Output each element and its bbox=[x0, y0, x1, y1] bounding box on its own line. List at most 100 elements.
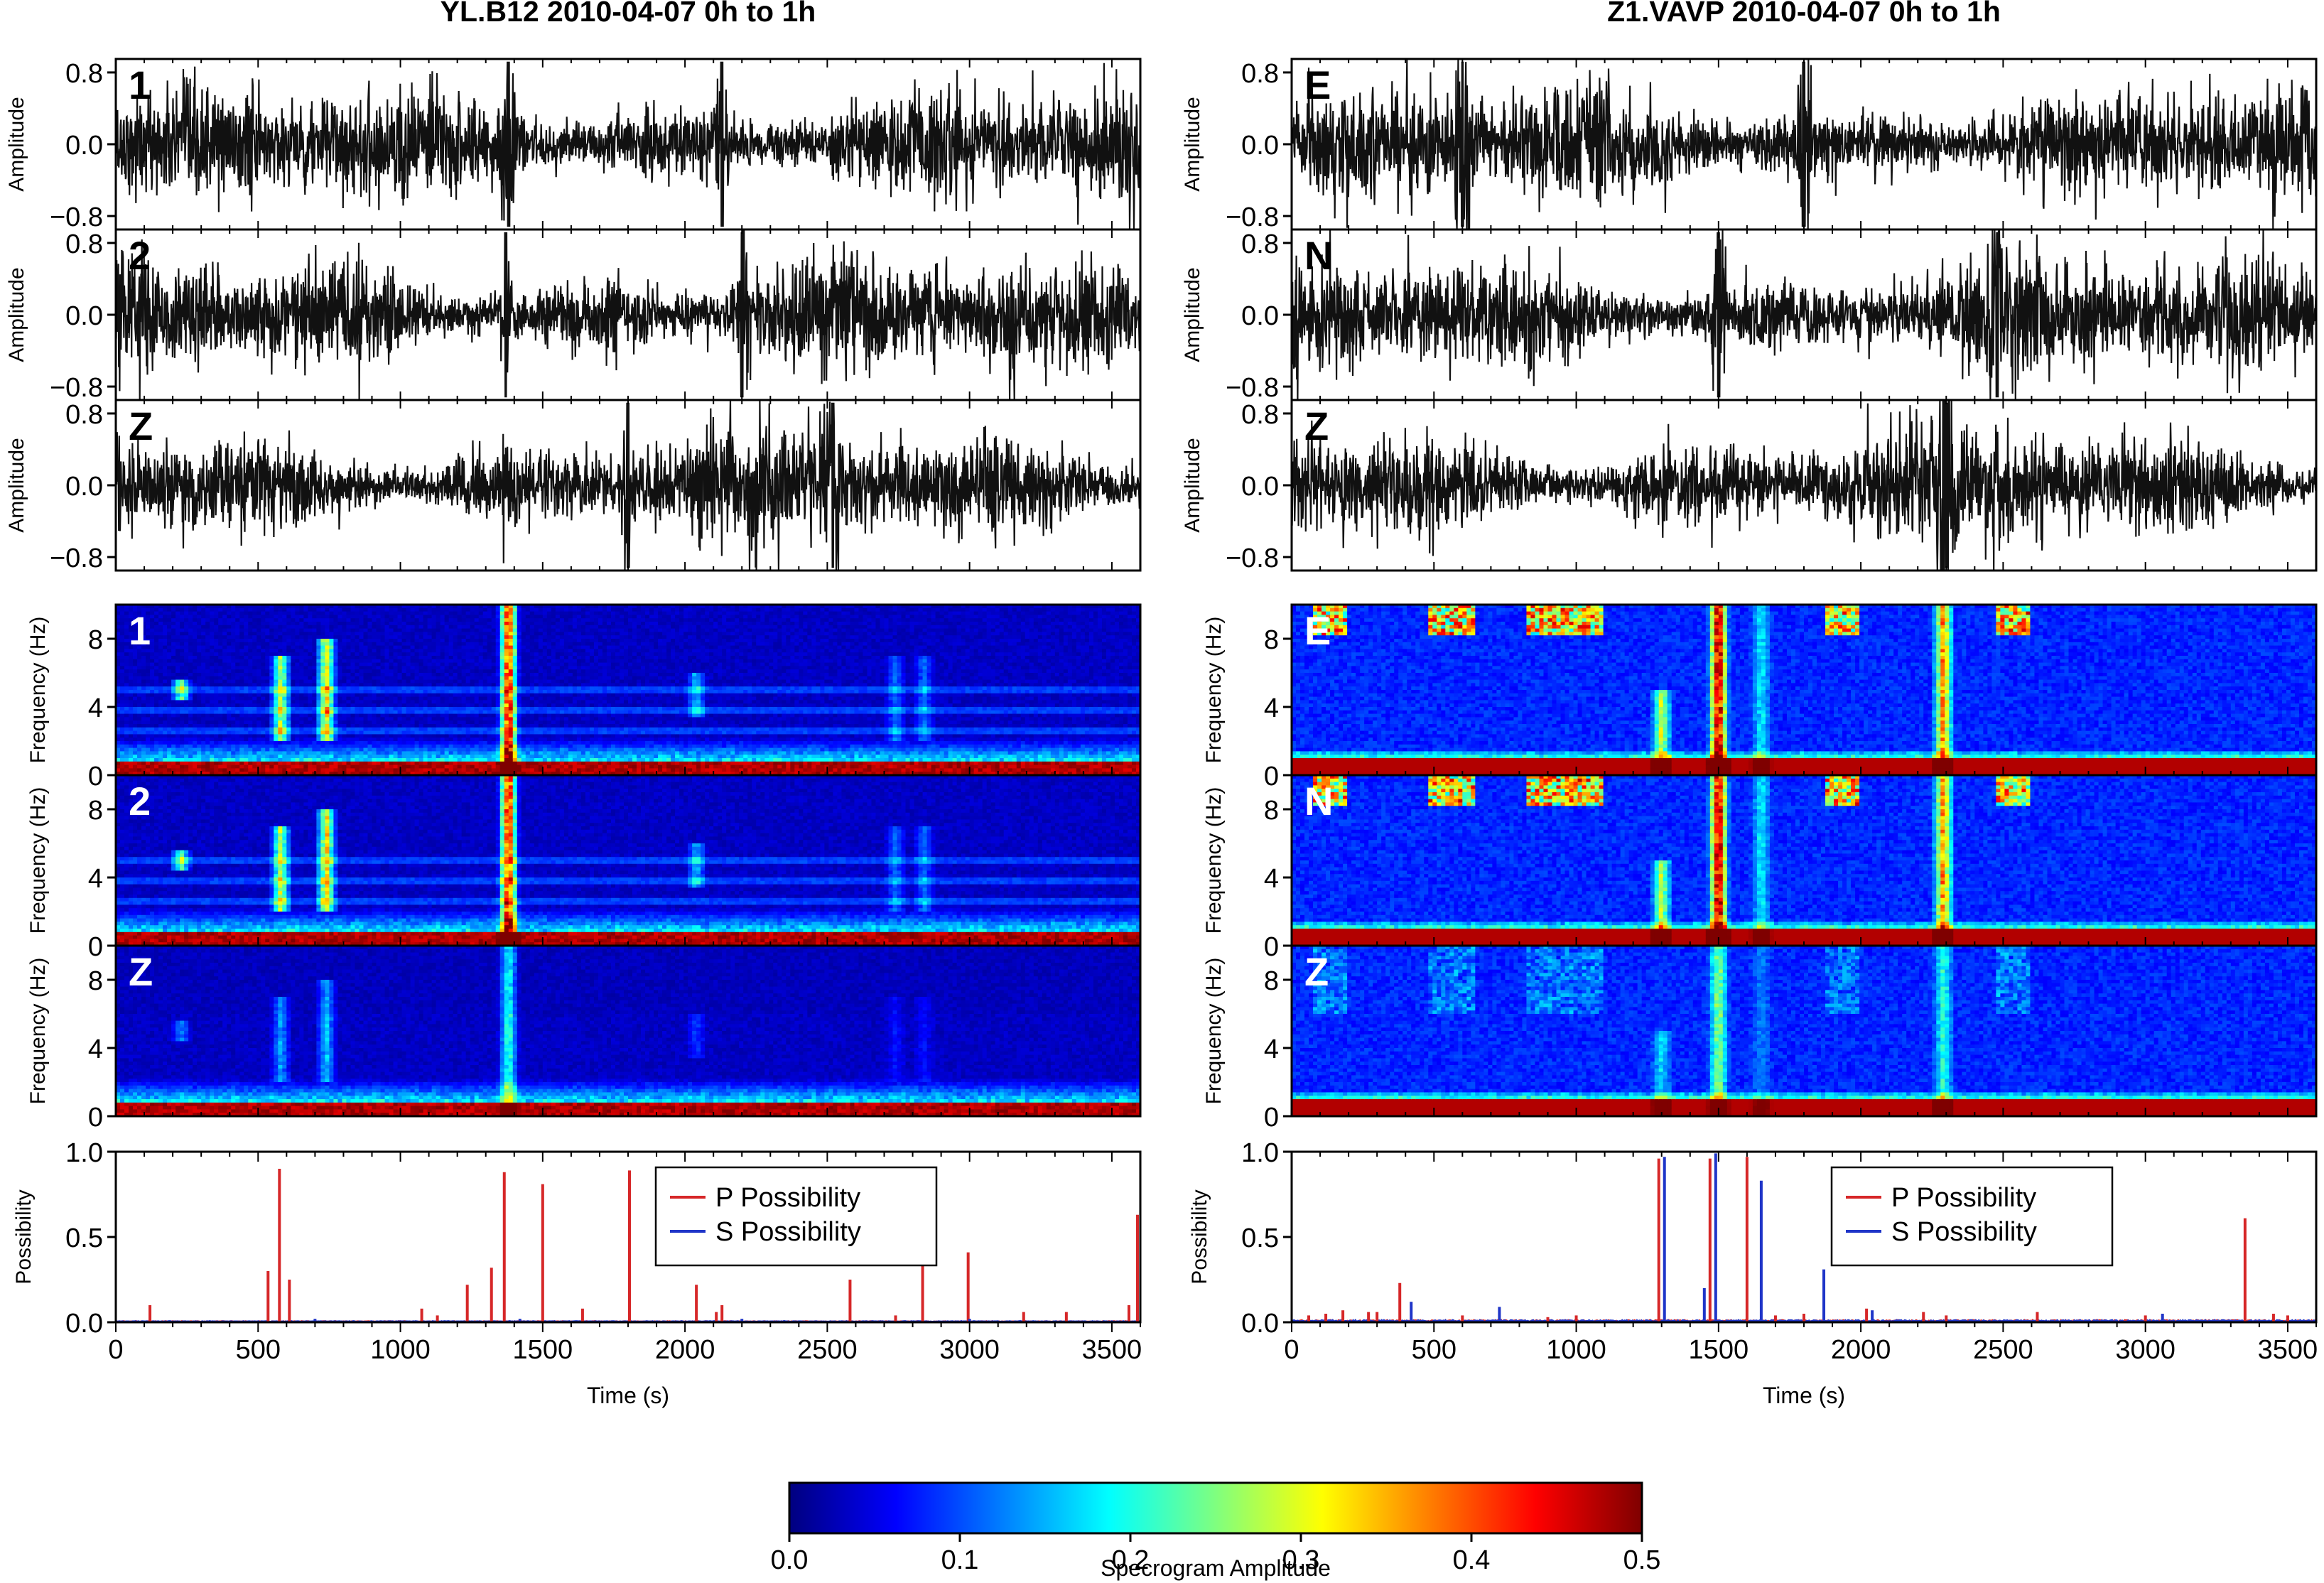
ytick-label: 0 bbox=[88, 1103, 103, 1133]
waveform-trace-Z bbox=[116, 401, 1140, 569]
xtick-label: 1500 bbox=[513, 1335, 573, 1365]
colorbar-tick-label: 0.5 bbox=[1623, 1545, 1661, 1575]
xaxis-label: Time (s) bbox=[587, 1383, 669, 1408]
right-station-panel: Z1.VAVP 2010-04-07 0h to 1h 0.8 0.0 −0.8 Amp… bbox=[1181, 0, 2318, 1408]
spectrogram-ylabel: Frequency (Hz) bbox=[26, 958, 50, 1105]
xtick-label: 2000 bbox=[655, 1335, 715, 1365]
ytick-label: −0.8 bbox=[1226, 373, 1279, 403]
ytick-label: 8 bbox=[88, 966, 103, 996]
xtick-label: 1000 bbox=[1546, 1335, 1606, 1365]
ytick-label: 4 bbox=[1264, 693, 1279, 723]
ytick-label: 0.5 bbox=[65, 1223, 103, 1253]
spectrogram-ylabel: Frequency (Hz) bbox=[26, 787, 50, 934]
spectrogram-ylabel: Frequency (Hz) bbox=[1202, 787, 1226, 934]
channel-label: Z bbox=[129, 949, 153, 994]
possibility-ylabel: Possibility bbox=[12, 1189, 36, 1284]
panel-title: Z1.VAVP 2010-04-07 0h to 1h bbox=[1607, 0, 2001, 28]
ytick-label: 0 bbox=[88, 762, 103, 792]
waveform-trace-E bbox=[1292, 60, 2316, 228]
ytick-label: 4 bbox=[1264, 1034, 1279, 1064]
ytick-label: −0.8 bbox=[1226, 202, 1279, 232]
ytick-label: 0.0 bbox=[1241, 131, 1279, 161]
ytick-label: 0.0 bbox=[65, 1309, 103, 1339]
xtick-label: 2500 bbox=[797, 1335, 858, 1365]
colorbar-label: Specrogram Amplitude bbox=[1101, 1555, 1331, 1581]
waveform-ylabel: Amplitude bbox=[5, 438, 28, 532]
xaxis-label: Time (s) bbox=[1763, 1383, 1845, 1408]
possibility-ylabel: Possibility bbox=[1188, 1189, 1211, 1284]
channel-label: 2 bbox=[129, 233, 151, 278]
waveform-ylabel: Amplitude bbox=[1181, 97, 1204, 191]
spectrogram-ylabel: Frequency (Hz) bbox=[1202, 958, 1226, 1105]
colorbar-gradient bbox=[789, 1483, 1642, 1533]
left-station-panel: YL.B12 2010-04-07 0h to 1h 0.8 0.0 −0.8 Ampl… bbox=[5, 0, 1142, 1408]
xtick-label: 1500 bbox=[1689, 1335, 1749, 1365]
waveform-ylabel: Amplitude bbox=[1181, 438, 1204, 532]
channel-label: N bbox=[1304, 779, 1333, 823]
panel-title: YL.B12 2010-04-07 0h to 1h bbox=[441, 0, 816, 28]
ytick-label: 0 bbox=[1264, 762, 1279, 792]
xtick-label: 0 bbox=[1284, 1335, 1299, 1365]
xtick-label: 3000 bbox=[939, 1335, 1000, 1365]
waveform-panel-N: 0.8 0.0 −0.8 Amplitude N bbox=[1181, 229, 2316, 403]
ytick-label: 1.0 bbox=[1241, 1138, 1279, 1168]
ytick-label: 0.8 bbox=[1241, 400, 1279, 430]
ytick-label: 0.0 bbox=[65, 301, 103, 331]
waveform-panel-Z: 0.8 0.0 −0.8 Amplitude Z bbox=[1181, 400, 2316, 573]
ytick-label: 0.0 bbox=[1241, 1309, 1279, 1339]
ytick-label: 0.8 bbox=[1241, 229, 1279, 259]
waveform-trace-Z bbox=[1292, 401, 2316, 569]
channel-label: Z bbox=[1304, 404, 1329, 448]
ytick-label: −0.8 bbox=[50, 544, 103, 573]
ytick-label: 0.0 bbox=[1241, 472, 1279, 502]
ytick-label: 0.0 bbox=[1241, 301, 1279, 331]
ytick-label: 0.8 bbox=[65, 229, 103, 259]
xtick-label: 3500 bbox=[1082, 1335, 1142, 1365]
channel-label: N bbox=[1304, 233, 1333, 278]
waveform-trace-N bbox=[1292, 230, 2316, 399]
legend-entry: P Possibility bbox=[715, 1183, 860, 1213]
ytick-label: 8 bbox=[88, 625, 103, 655]
ytick-label: −0.8 bbox=[50, 202, 103, 232]
ytick-label: 8 bbox=[1264, 796, 1279, 826]
xtick-label: 2000 bbox=[1831, 1335, 1891, 1365]
channel-label: Z bbox=[1304, 949, 1329, 994]
channel-label: E bbox=[1304, 608, 1331, 653]
waveform-ylabel: Amplitude bbox=[1181, 267, 1204, 362]
xtick-label: 2500 bbox=[1973, 1335, 2033, 1365]
possibility-panel: 0.00.51.00 500 1000 1500 2000 2500 3000 3500Tim… bbox=[1188, 1138, 2318, 1408]
ytick-label: 0 bbox=[88, 932, 103, 962]
ytick-label: 0.0 bbox=[65, 472, 103, 502]
spectrogram-ylabel: Frequency (Hz) bbox=[1202, 617, 1226, 764]
ytick-label: −0.8 bbox=[1226, 544, 1279, 573]
ytick-label: 0.0 bbox=[65, 131, 103, 161]
colorbar-tick-label: 0.0 bbox=[771, 1545, 809, 1575]
xtick-label: 1000 bbox=[370, 1335, 431, 1365]
waveform-trace-1 bbox=[116, 62, 1140, 229]
ytick-label: 4 bbox=[1264, 864, 1279, 894]
xtick-label: 3000 bbox=[2115, 1335, 2176, 1365]
colorbar-tick-label: 0.4 bbox=[1453, 1545, 1491, 1575]
waveform-ylabel: Amplitude bbox=[5, 97, 28, 191]
xtick-label: 500 bbox=[236, 1335, 281, 1365]
legend-entry: S Possibility bbox=[1891, 1217, 2037, 1247]
channel-label: 1 bbox=[129, 608, 151, 653]
ytick-label: 1.0 bbox=[65, 1138, 103, 1168]
ytick-label: 4 bbox=[88, 864, 103, 894]
channel-label: 2 bbox=[129, 779, 151, 823]
xtick-label: 500 bbox=[1412, 1335, 1456, 1365]
channel-label: 1 bbox=[129, 63, 151, 107]
spectrogram-ylabel: Frequency (Hz) bbox=[26, 617, 50, 764]
ytick-label: 0.8 bbox=[1241, 59, 1279, 89]
